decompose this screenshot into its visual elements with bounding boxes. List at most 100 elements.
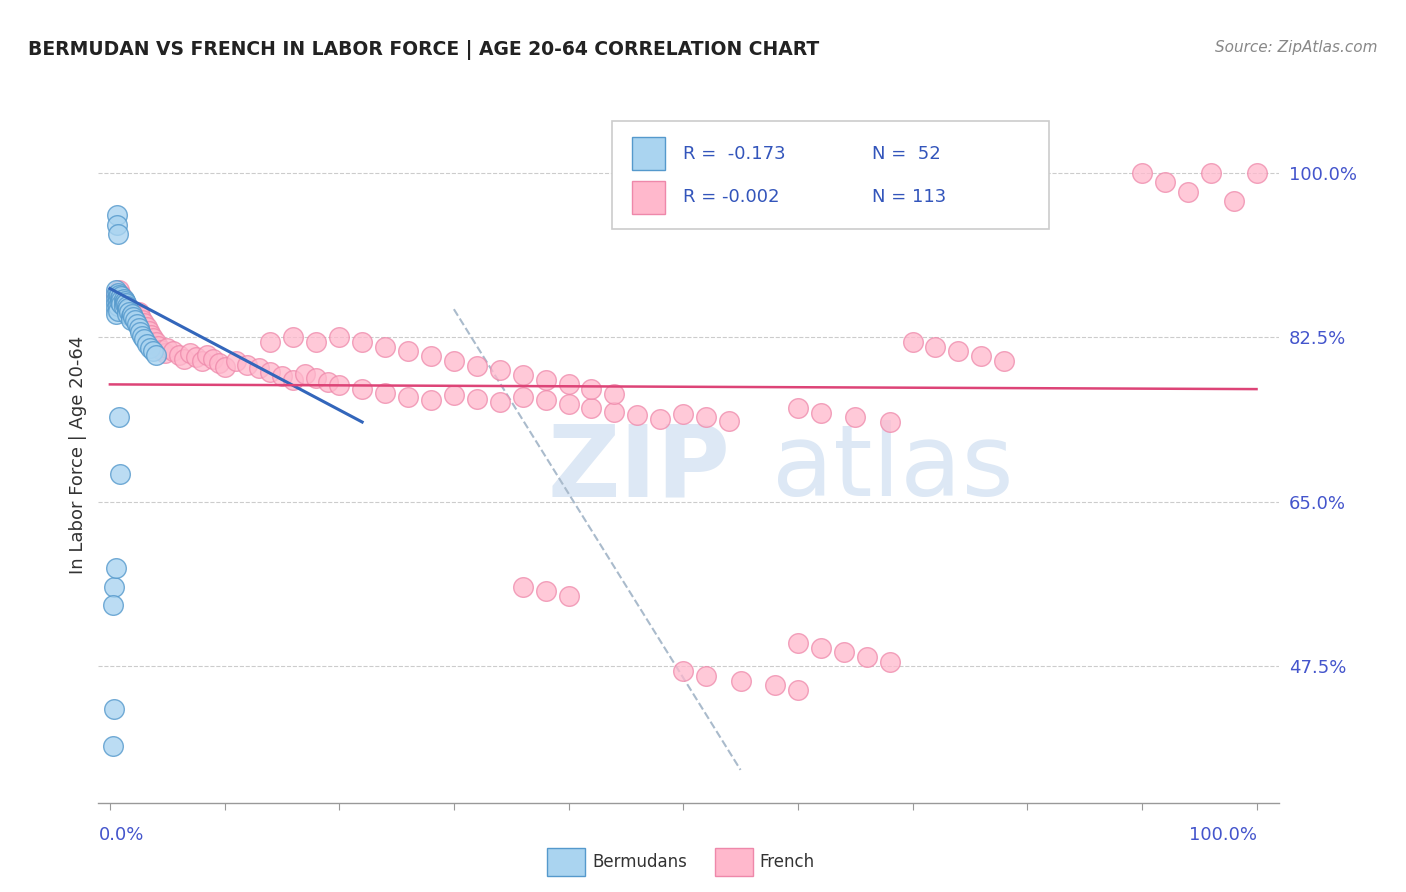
Point: [259, 335, 281, 350]
Text: BERMUDAN VS FRENCH IN LABOR FORCE | AGE 20-64 CORRELATION CHART: BERMUDAN VS FRENCH IN LABOR FORCE | AGE …: [28, 40, 820, 60]
Point: [121, 304, 143, 318]
Point: [810, 406, 832, 420]
Point: [112, 301, 135, 315]
Point: [115, 297, 138, 311]
Point: [104, 307, 127, 321]
Point: [121, 307, 143, 321]
Point: [108, 284, 131, 298]
Point: [179, 346, 201, 360]
Point: [534, 584, 557, 599]
Text: N =  52: N = 52: [872, 145, 941, 162]
Point: [420, 393, 443, 408]
Point: [127, 317, 149, 331]
Point: [1246, 166, 1268, 180]
Point: [626, 409, 648, 423]
Point: [134, 332, 156, 346]
Point: [131, 328, 153, 343]
Point: [443, 354, 465, 368]
Point: [107, 290, 129, 304]
Bar: [633, 137, 665, 170]
Point: [901, 335, 924, 350]
Point: [603, 386, 626, 401]
Point: [110, 288, 132, 302]
Point: [465, 359, 488, 373]
Point: [557, 377, 579, 392]
Point: [128, 305, 150, 319]
Point: [104, 302, 127, 317]
Point: [420, 349, 443, 363]
Point: [139, 341, 162, 355]
Bar: [633, 181, 665, 214]
Point: [557, 397, 579, 411]
Point: [115, 299, 138, 313]
Point: [396, 344, 419, 359]
Point: [208, 356, 231, 370]
Text: N = 113: N = 113: [872, 188, 946, 206]
Point: [316, 375, 339, 389]
Point: [786, 401, 808, 415]
Point: [145, 335, 167, 350]
Point: [534, 393, 557, 408]
Point: [104, 297, 127, 311]
Point: [110, 299, 132, 313]
Point: [374, 340, 396, 354]
Text: 100.0%: 100.0%: [1188, 826, 1257, 845]
Point: [1222, 194, 1244, 208]
Point: [114, 293, 136, 308]
Point: [184, 350, 207, 364]
Point: [294, 367, 316, 381]
Point: [247, 361, 270, 376]
Point: [135, 337, 157, 351]
Point: [328, 378, 350, 392]
Point: [103, 599, 125, 613]
Point: [120, 307, 142, 321]
Point: [103, 739, 125, 754]
Point: [115, 295, 138, 310]
Point: [115, 306, 138, 320]
Point: [672, 407, 695, 421]
Text: Source: ZipAtlas.com: Source: ZipAtlas.com: [1215, 40, 1378, 55]
Point: [202, 351, 225, 366]
Text: R = -0.002: R = -0.002: [683, 188, 779, 206]
Point: [156, 341, 179, 355]
Point: [117, 302, 139, 317]
Point: [107, 299, 129, 313]
Point: [173, 351, 195, 366]
Point: [103, 580, 125, 594]
Point: [924, 340, 946, 354]
Point: [142, 331, 165, 345]
Point: [650, 412, 672, 426]
Point: [512, 580, 534, 594]
Point: [1199, 166, 1222, 180]
Point: [128, 325, 150, 339]
Text: French: French: [759, 853, 815, 871]
Point: [328, 330, 350, 344]
Point: [512, 368, 534, 382]
Point: [107, 292, 129, 306]
Point: [138, 324, 160, 338]
Point: [110, 293, 132, 307]
Point: [108, 291, 131, 305]
Point: [488, 395, 510, 409]
Text: R =  -0.173: R = -0.173: [683, 145, 786, 162]
Point: [117, 303, 139, 318]
Point: [195, 348, 218, 362]
Point: [488, 363, 510, 377]
Text: Bermudans: Bermudans: [592, 853, 688, 871]
Point: [105, 218, 128, 232]
Point: [107, 293, 129, 308]
Point: [142, 344, 165, 359]
Point: [352, 335, 374, 350]
Point: [153, 346, 176, 360]
Point: [844, 410, 866, 425]
Point: [127, 310, 149, 325]
Text: ZIP: ZIP: [547, 420, 730, 517]
Point: [135, 320, 157, 334]
Point: [150, 343, 173, 357]
Point: [124, 313, 146, 327]
Point: [557, 589, 579, 603]
Point: [695, 410, 717, 425]
Point: [115, 299, 138, 313]
Point: [121, 310, 143, 324]
Point: [107, 286, 129, 301]
